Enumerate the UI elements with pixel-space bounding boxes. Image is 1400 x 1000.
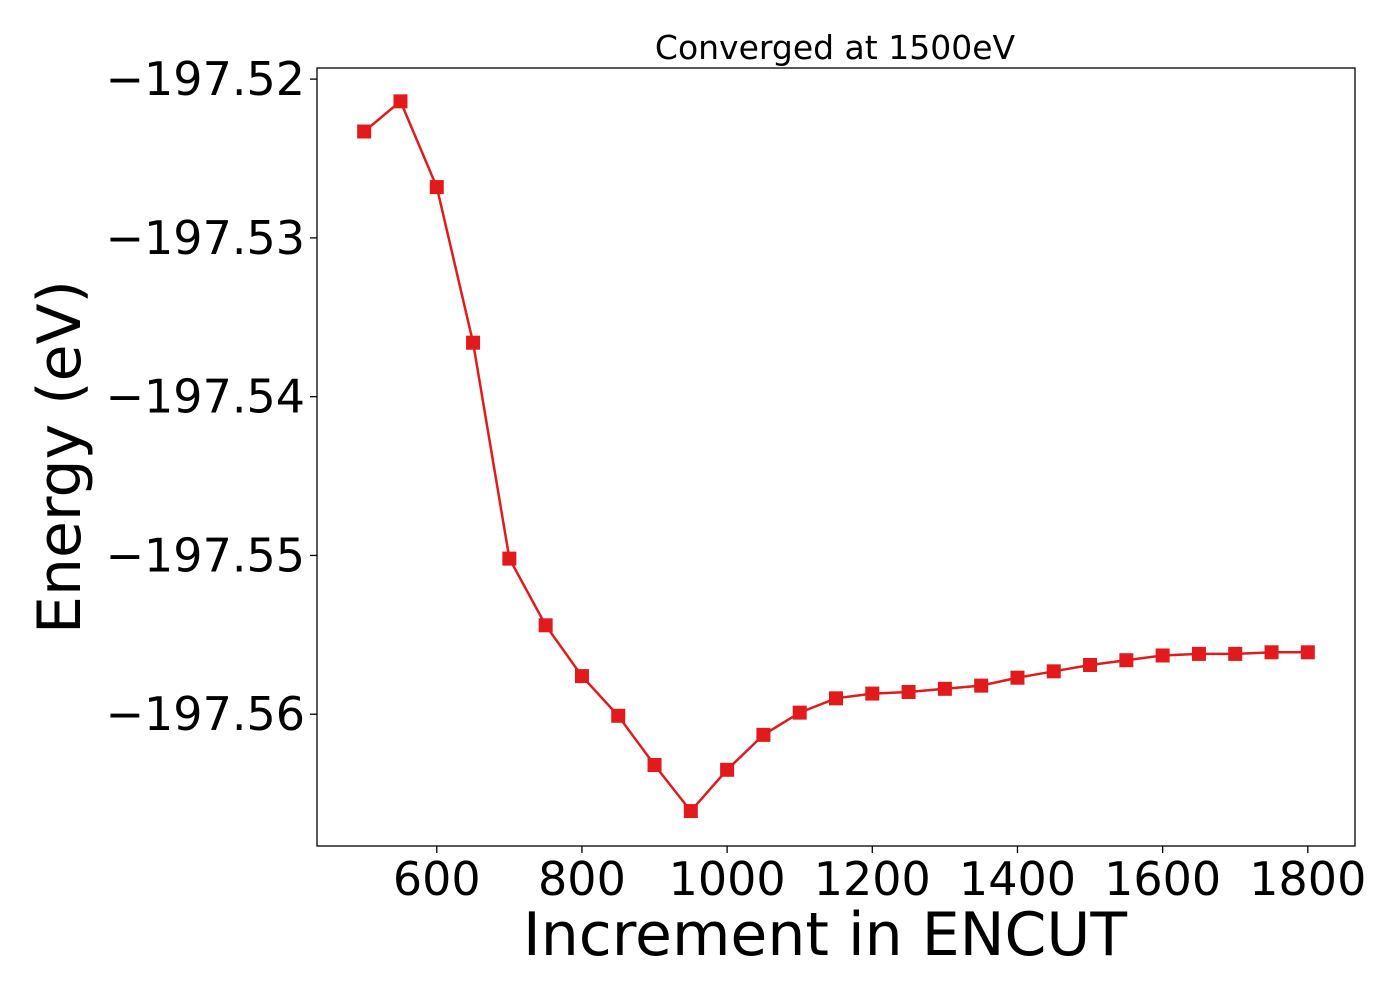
data-point-marker: [1191, 646, 1206, 661]
data-point-marker: [1010, 670, 1025, 685]
y-tick-label: −197.54: [106, 370, 306, 424]
x-tick-label: 1800: [1249, 852, 1366, 906]
y-tick-label: −197.53: [106, 211, 306, 265]
data-point-marker: [1300, 645, 1315, 660]
x-tick-label: 1400: [959, 852, 1076, 906]
y-tick-label: −197.55: [106, 528, 306, 582]
data-point-marker: [1046, 664, 1061, 679]
data-point-marker: [865, 686, 880, 701]
x-axis-label: Increment in ENCUT: [523, 900, 1127, 970]
data-point-marker: [466, 335, 481, 350]
data-point-marker: [538, 618, 553, 633]
data-point-marker: [1228, 646, 1243, 661]
data-point-marker: [429, 180, 444, 195]
data-point-marker: [829, 691, 843, 706]
y-tick-label: −197.52: [106, 52, 306, 106]
data-point-marker: [901, 684, 916, 699]
x-tick-label: 1000: [669, 852, 786, 906]
x-tick-label: 1600: [1104, 852, 1221, 906]
data-point-marker: [1264, 645, 1279, 660]
data-point-marker: [756, 727, 771, 742]
series-layer: [357, 94, 1315, 819]
data-point-marker: [393, 94, 408, 109]
data-point-marker: [357, 124, 372, 139]
plot-frame: [316, 67, 1356, 847]
x-axis-ticks: 600 800 1000 1200 1400 1600 1800: [393, 846, 1366, 906]
x-tick-label: 800: [538, 852, 626, 906]
data-point-marker: [792, 705, 807, 720]
y-axis-ticks: −197.52 −197.53 −197.54 −197.55 −197.56: [106, 52, 317, 741]
data-point-marker: [1083, 657, 1098, 672]
y-axis-label: Energy (eV): [25, 280, 95, 634]
y-tick-label: −197.56: [106, 687, 306, 741]
data-point-marker: [720, 762, 735, 777]
data-point-marker: [683, 804, 698, 819]
data-point-marker: [974, 678, 989, 693]
data-point-marker: [574, 669, 589, 684]
x-tick-label: 1200: [814, 852, 931, 906]
data-point-marker: [1155, 648, 1170, 663]
data-point-marker: [1119, 653, 1134, 668]
data-point-marker: [611, 708, 626, 723]
data-point-marker: [647, 758, 662, 773]
data-point-marker: [937, 681, 952, 696]
chart-title: Converged at 1500eV: [655, 28, 1016, 67]
x-tick-label: 600: [393, 852, 481, 906]
data-point-marker: [502, 551, 517, 566]
